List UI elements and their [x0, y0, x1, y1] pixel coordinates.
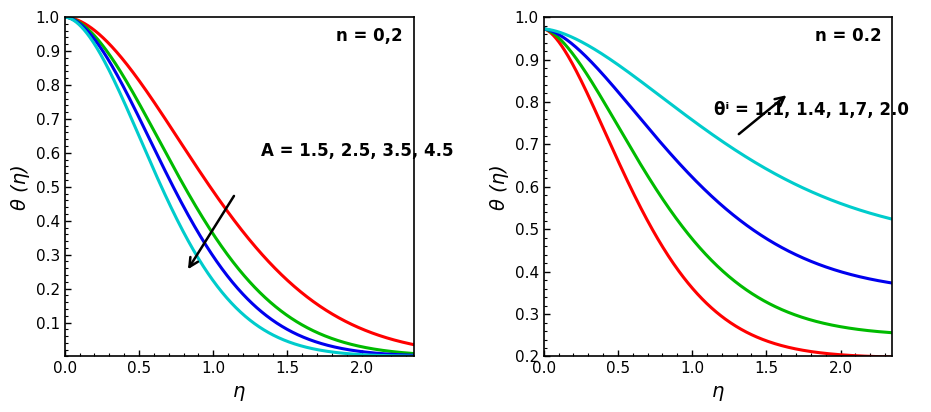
- Y-axis label: θ (η): θ (η): [490, 164, 509, 210]
- X-axis label: η: η: [233, 382, 246, 401]
- Text: θⁱ = 1.1, 1.4, 1,7, 2.0: θⁱ = 1.1, 1.4, 1,7, 2.0: [714, 101, 910, 119]
- Text: n = 0.2: n = 0.2: [816, 27, 882, 45]
- Text: A = 1.5, 2.5, 3.5, 4.5: A = 1.5, 2.5, 3.5, 4.5: [261, 142, 453, 159]
- Text: n = 0,2: n = 0,2: [336, 27, 403, 45]
- X-axis label: η: η: [712, 382, 724, 401]
- Y-axis label: θ (η): θ (η): [11, 164, 30, 210]
